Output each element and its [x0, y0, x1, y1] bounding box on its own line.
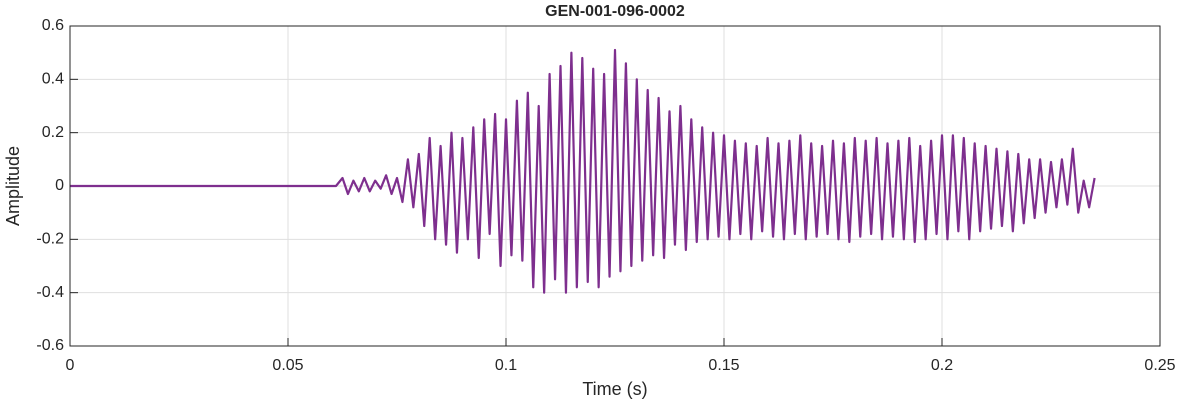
- axes-box: [69, 25, 1161, 347]
- y-tick-label: 0: [55, 177, 64, 194]
- y-axis-label: Amplitude: [3, 146, 23, 226]
- y-tick-label: -0.6: [36, 337, 64, 354]
- y-tick-label: -0.2: [36, 231, 64, 248]
- chart-title: GEN-001-096-0002: [545, 3, 685, 20]
- plot: [70, 48, 1096, 294]
- x-tick-label: 0: [66, 357, 75, 374]
- y-tick-label: 0.4: [42, 71, 64, 88]
- y-tick-label: -0.4: [36, 284, 64, 301]
- x-tick-label: 0.1: [495, 357, 517, 374]
- x-axis-label: Time (s): [582, 379, 647, 399]
- x-tick-label: 0.25: [1144, 357, 1175, 374]
- waveform-line: [70, 48, 1096, 294]
- y-tick-label: 0.2: [42, 124, 64, 141]
- y-tick-label: 0.6: [42, 17, 64, 34]
- x-tick-label: 0.15: [708, 357, 739, 374]
- x-tick-label: 0.05: [272, 357, 303, 374]
- x-tick-label: 0.2: [931, 357, 953, 374]
